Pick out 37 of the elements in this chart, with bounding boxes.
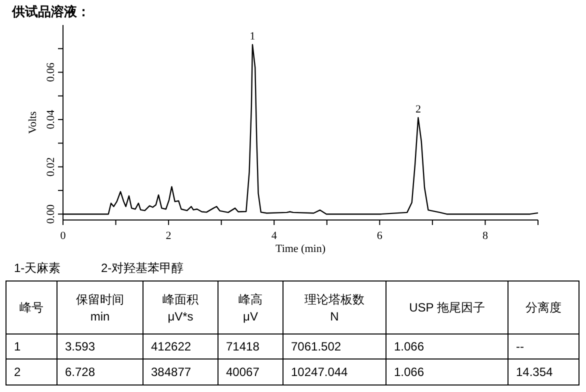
annotation: 2 xyxy=(415,104,421,116)
text: 384877 xyxy=(151,365,192,379)
y-tick-label: 0.06 xyxy=(45,62,57,82)
chart-title: 供试品溶液： xyxy=(11,4,90,19)
category-label: 理论塔板数 N xyxy=(304,292,364,324)
text: 6.728 xyxy=(65,365,96,379)
y-tick-label: 0.04 xyxy=(45,109,57,130)
x-tick-label: 8 xyxy=(482,230,488,242)
x-tick-label: 2 xyxy=(166,230,172,242)
category-label: 分离度 xyxy=(526,300,562,314)
text: 2-对羟基苯甲醇 xyxy=(101,261,184,275)
category-label: USP 拖尾因子 xyxy=(409,300,485,314)
category-label: 峰面积 μV*s xyxy=(162,292,198,324)
text: 3.593 xyxy=(65,340,96,354)
text: 2 xyxy=(14,365,21,379)
text: 1.066 xyxy=(394,340,424,354)
text: -- xyxy=(516,340,524,354)
annotation: 1 xyxy=(250,30,256,43)
category-label: 峰高 μV xyxy=(238,292,262,324)
y-axis-title: Volts xyxy=(27,111,39,134)
x-axis-title: Time (min) xyxy=(275,243,326,255)
text: 10247.044 xyxy=(291,365,348,379)
y-tick-label: 0.02 xyxy=(45,157,57,176)
text: 40067 xyxy=(226,365,260,379)
y-tick-label: 0.00 xyxy=(45,204,57,224)
text: 7061.502 xyxy=(291,340,342,354)
text: 412622 xyxy=(151,340,192,354)
x-tick-label: 6 xyxy=(376,230,383,242)
x-tick-label: 0 xyxy=(60,230,66,242)
text: 1 xyxy=(14,340,21,354)
text: 1-天麻素 xyxy=(14,261,61,275)
category-label: 保留时间 min xyxy=(76,292,124,324)
text: 14.354 xyxy=(516,365,553,379)
x-tick-label: 4 xyxy=(271,230,278,242)
text: 1.066 xyxy=(394,365,424,379)
text: 71418 xyxy=(226,340,260,354)
category-label: 峰号 xyxy=(20,300,44,314)
